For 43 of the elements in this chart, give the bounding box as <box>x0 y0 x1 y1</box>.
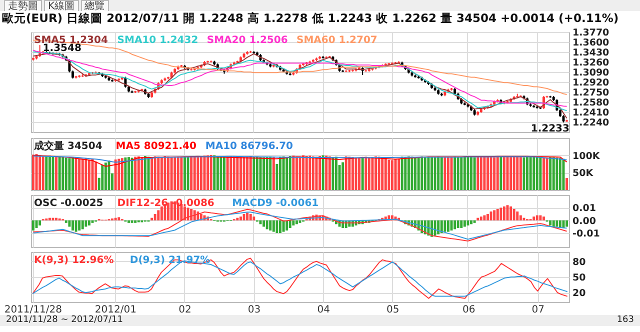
x-tick-label: 04 <box>317 304 330 316</box>
y-tick-label: 1.3600 <box>572 38 610 48</box>
y-tick-label: 1.2240 <box>572 118 610 128</box>
y-tick-label: 1.2580 <box>572 98 610 108</box>
y-tick-label: 100K <box>572 150 600 162</box>
y-tick-label: 20 <box>572 288 586 300</box>
y-tick-label: -0.01 <box>572 228 600 240</box>
y-tick-label: 80 <box>572 256 586 268</box>
x-tick-label: 05 <box>386 304 400 316</box>
x-tick-label: 06 <box>462 304 476 316</box>
y-tick-label: 1.3260 <box>572 58 610 68</box>
x-tick-label: 02 <box>178 304 192 316</box>
y-tick-label: 0.00 <box>572 216 596 227</box>
x-tick-label: 2011/11/28 <box>4 304 62 316</box>
text: 走勢圖 <box>4 0 42 12</box>
y-tick-label: 1.3770 <box>572 28 610 38</box>
series-label: MA10 86796.70 <box>205 141 294 152</box>
x-tick-label: 2012/01 <box>94 304 136 316</box>
chart-title: 歐元(EUR) 日線圖 2012/07/11 開 1.2248 高 1.2278 低 1.2243 收 1.2262 量 34504 +0.0014 (+0.11%) <box>1 11 620 26</box>
y-tick-label: 1.3430 <box>572 48 610 58</box>
y-tick-label: 1.2920 <box>572 78 610 88</box>
y-tick-label: 1.3090 <box>572 68 610 78</box>
annotation: 1.3548 <box>42 43 82 54</box>
y-tick-label: 50K <box>572 168 594 180</box>
y-tick-label: 50 <box>572 272 586 284</box>
text: 2011/11/28 ~ 2012/07/11 <box>6 315 124 326</box>
series-label: 成交量 34504 <box>33 140 102 152</box>
y-tick-label: 0.01 <box>572 203 596 214</box>
series-label: MA5 80921.40 <box>116 141 196 152</box>
series-label: K(9,3) 12.96% <box>34 255 114 266</box>
y-tick-label: 1.2410 <box>572 108 610 118</box>
series-label: MACD9 -0.0061 <box>232 198 319 209</box>
annotation: 1.2233 <box>530 123 570 134</box>
text: SMA60 1.2707 <box>296 35 378 46</box>
text: 163 <box>616 315 634 326</box>
x-tick-label: 07 <box>532 304 545 316</box>
text: 總覽 <box>80 0 109 12</box>
text: SMA10 1.2432 <box>117 35 198 46</box>
series-label: OSC -0.0025 <box>34 198 104 209</box>
series-label: SMA20 1.2506 <box>206 35 288 46</box>
y-tick-label: 1.2750 <box>572 88 610 98</box>
text: K線圖 <box>44 0 79 12</box>
x-tick-label: 03 <box>248 304 261 316</box>
